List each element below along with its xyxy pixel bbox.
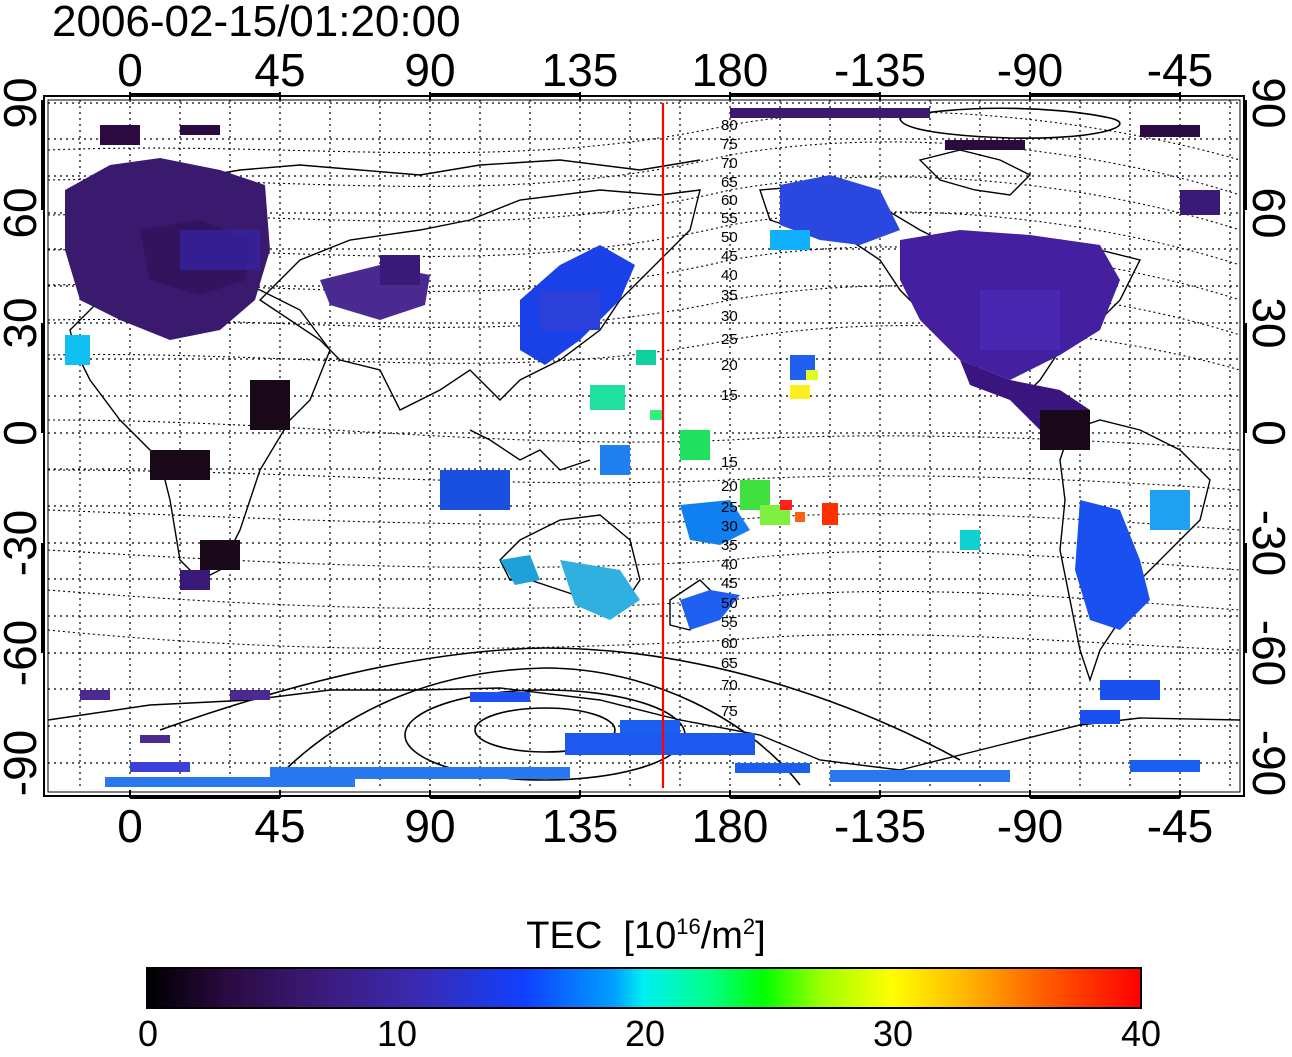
contour-label: 25 [721,499,738,516]
top-lon-label: 45 [254,44,305,96]
contour-label: 50 [721,229,738,246]
top-lon-label: 90 [404,44,455,96]
left-lat-label: -60 [0,620,46,686]
colorbar-tick-label: 40 [1120,1013,1162,1054]
right-lat-label: 0 [1243,420,1292,446]
bottom-lon-label: -45 [1147,800,1213,852]
contour-label: 70 [721,155,738,172]
colorbar-unit-exponent: 16 [676,914,701,939]
colorbar-title: TEC [1016/m2] [0,905,1292,958]
tec-map: 0 45 90 135 180 -135 -90 -45 0 45 90 135… [0,44,1292,852]
right-lat-label: 60 [1243,187,1292,238]
colorbar-unit-prefix: [10 [623,915,677,957]
colorbar-tick-label: 0 [137,1013,159,1054]
contour-label: 55 [721,614,738,631]
colorbar-tick-label: 30 [872,1013,914,1054]
top-lon-label: -90 [997,44,1063,96]
contour-label: 15 [721,387,738,404]
tec-colorbar [146,967,1142,1009]
contour-label: 25 [721,331,738,348]
map-frame [43,95,1245,797]
contour-label: 50 [721,595,738,612]
bottom-lon-label: -90 [997,800,1063,852]
top-lon-label: -45 [1147,44,1213,96]
top-lon-label: 0 [117,44,143,96]
bottom-lon-label: 180 [692,800,769,852]
contour-label: 65 [721,655,738,672]
left-lat-label: -90 [0,730,46,796]
contour-label: 15 [721,454,738,471]
left-lat-label: 60 [0,187,46,238]
colorbar-tick-label: 10 [376,1013,418,1054]
left-lat-label: 0 [0,420,46,446]
contour-label: 35 [721,537,738,554]
contour-label: 35 [721,287,738,304]
contour-label: 80 [721,117,738,134]
contour-label: 60 [721,635,738,652]
top-lon-label: 135 [542,44,619,96]
colorbar-title-main: TEC [526,915,603,957]
right-lat-label: -60 [1243,620,1292,686]
left-lat-label: 90 [0,77,46,128]
left-lat-label: 30 [0,297,46,348]
auroral-oval-contours [159,107,1121,786]
tec-observation-patches [65,108,1220,787]
right-lat-label: 30 [1243,297,1292,348]
contour-label: 60 [721,192,738,209]
contour-label: 55 [721,210,738,227]
contour-label: 75 [721,136,738,153]
contour-label: 65 [721,174,738,191]
colorbar-unit-exponent-2: 2 [742,914,756,939]
contour-label: 20 [721,357,738,374]
right-lat-label: 90 [1243,77,1292,128]
contour-label: 30 [721,308,738,325]
right-lat-label: -30 [1243,510,1292,576]
bottom-lon-label: 90 [404,800,455,852]
bottom-lon-label: -135 [834,800,926,852]
bottom-lon-label: 0 [117,800,143,852]
top-lon-label: -135 [834,44,926,96]
top-lon-label: 180 [692,44,769,96]
contour-label: 20 [721,478,738,495]
contour-label: 70 [721,677,738,694]
colorbar-tick-label: 20 [624,1013,666,1054]
bottom-lon-label: 45 [254,800,305,852]
colorbar-unit-mid: /m [700,915,743,957]
contour-label: 45 [721,248,738,265]
bottom-lon-label: 135 [542,800,619,852]
contour-label: 30 [721,518,738,535]
left-lat-label: -30 [0,510,46,576]
colorbar-unit-suffix: ] [755,915,766,957]
map-timestamp: 2006-02-15/01:20:00 [52,0,461,46]
contour-label: 75 [721,703,738,720]
right-lat-label: -90 [1243,730,1292,796]
contour-label: 45 [721,575,738,592]
contour-label: 40 [721,556,738,573]
contour-label: 40 [721,267,738,284]
